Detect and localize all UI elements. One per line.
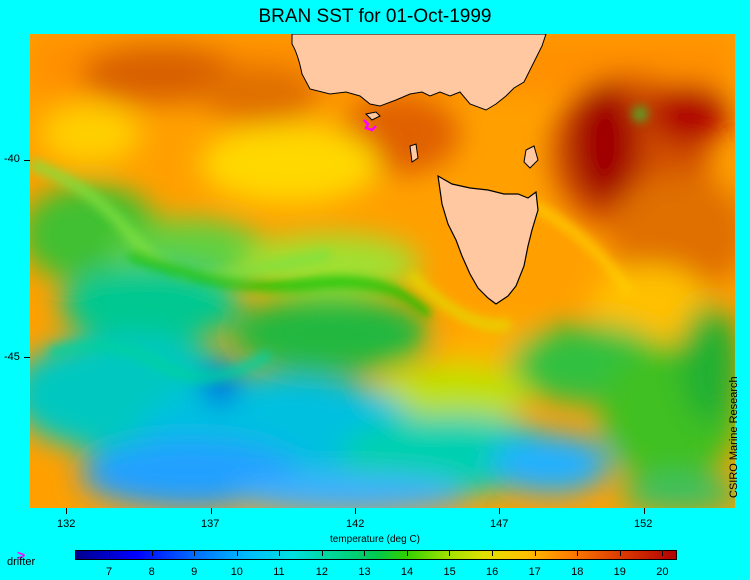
colorbar-tick-mark (449, 550, 451, 556)
colorbar-tick-label: 8 (148, 566, 155, 578)
colorbar-tick-label: 15 (443, 566, 456, 578)
colorbar-tick-label: 14 (400, 566, 414, 578)
x-tick-label: 132 (57, 518, 76, 530)
colorbar-tick-mark (406, 550, 408, 556)
colorbar-tick-label: 12 (315, 566, 329, 578)
colorbar-tick-label: 11 (273, 566, 285, 578)
colorbar-tick-mark (364, 550, 366, 556)
y-tick-label: -40 (4, 153, 20, 165)
x-tick-mark (644, 508, 645, 514)
colorbar-tick-mark (279, 550, 281, 556)
colorbar-tick-mark (321, 550, 323, 556)
x-tick-mark (211, 508, 212, 514)
colorbar-tick-label: 17 (528, 566, 541, 578)
colorbar-tick-label: 7 (106, 566, 113, 578)
colorbar-ticks (75, 550, 675, 564)
x-axis (30, 508, 735, 514)
colorbar-tick-mark (109, 550, 111, 556)
colorbar-tick-mark (534, 550, 536, 556)
colorbar-tick-label: 19 (613, 566, 626, 578)
colorbar-tick-mark (194, 550, 196, 556)
map-title: BRAN SST for 01-Oct-1999 (258, 6, 492, 27)
colorbar-tick-label: 10 (230, 566, 243, 578)
colorbar-tick-mark (492, 550, 494, 556)
x-tick-mark (355, 508, 356, 514)
x-tick-mark (499, 508, 500, 514)
credit-text: CSIRO Marine Research (728, 376, 740, 498)
colorbar-tick-label: 16 (486, 566, 499, 578)
colorbar-tick-mark (151, 550, 153, 556)
y-tick-mark (24, 160, 30, 161)
x-tick-mark (66, 508, 67, 514)
colorbar-tick-mark (236, 550, 238, 556)
colorbar-tick-mark (577, 550, 579, 556)
drifter-label: drifter (7, 556, 36, 568)
y-tick-label: -45 (4, 351, 20, 363)
y-tick-mark (24, 357, 30, 358)
x-tick-label: 152 (634, 518, 653, 530)
x-tick-label: 147 (490, 518, 509, 530)
colorbar-tick-mark (619, 550, 621, 556)
colorbar-tick-label: 9 (191, 566, 198, 578)
x-tick-label: 142 (346, 518, 365, 530)
drifter-icon: > (17, 547, 26, 563)
temperature-colorbar (75, 550, 677, 560)
colorbar-tick-label: 20 (656, 566, 669, 578)
x-tick-label: 137 (201, 518, 220, 530)
colorbar-tick-label: 18 (571, 566, 584, 578)
colorbar-tick-label: 13 (358, 566, 371, 578)
colorbar-tick-mark (662, 550, 664, 556)
sst-map (30, 34, 735, 508)
colorbar-label: temperature (deg C) (329, 534, 421, 545)
